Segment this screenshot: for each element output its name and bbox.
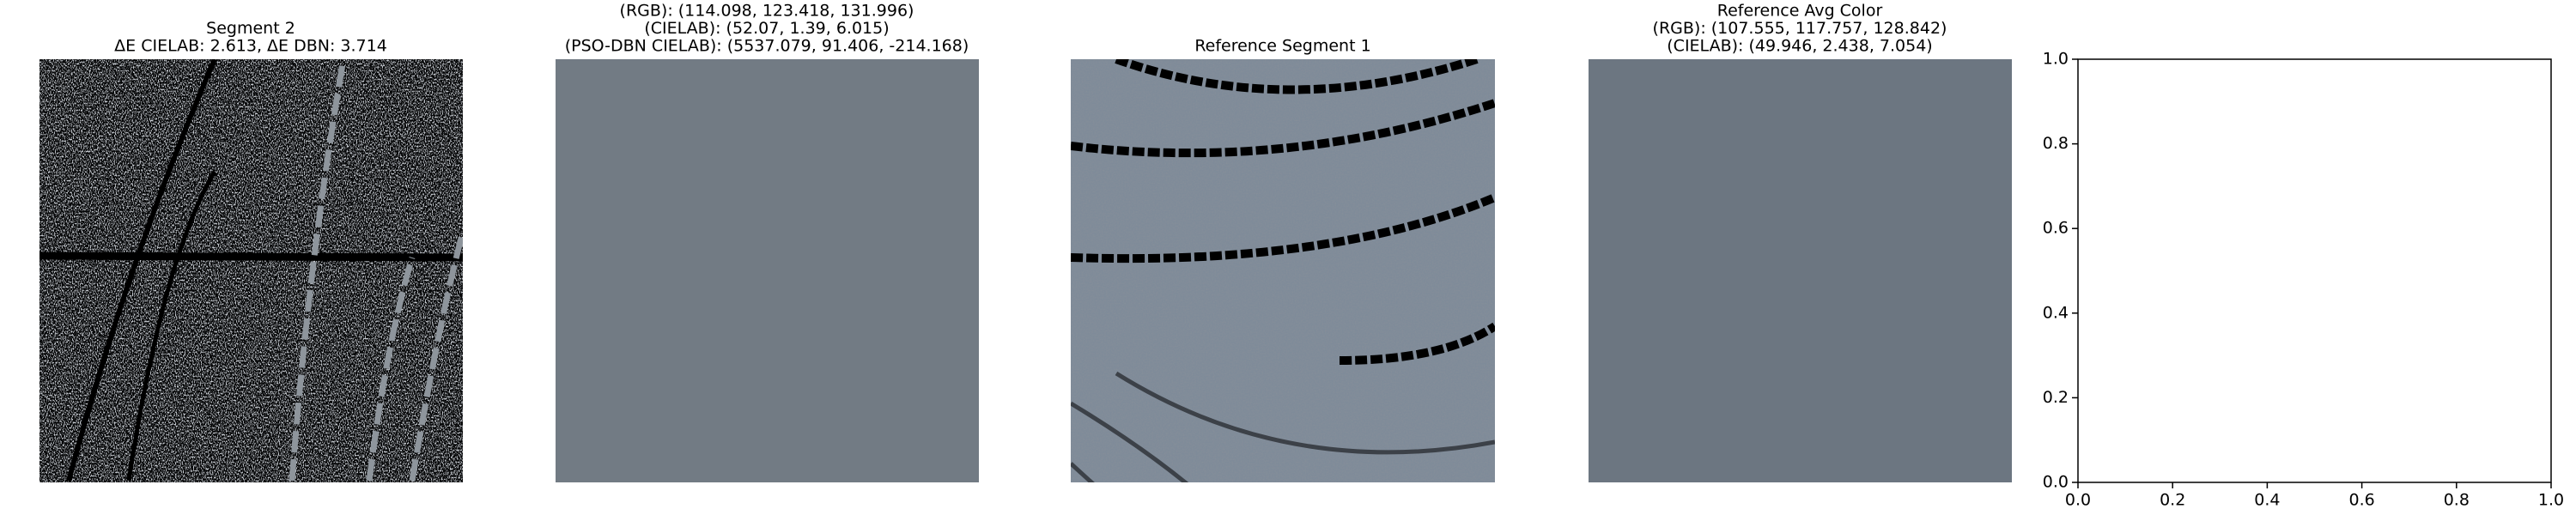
- y-tick-label: 1.0: [2043, 50, 2069, 69]
- y-tick-label: 0.0: [2043, 473, 2069, 492]
- y-tick-label: 0.4: [2043, 303, 2069, 322]
- panel-title: Reference Segment 1: [1194, 37, 1370, 56]
- x-tick-label: 0.4: [2254, 491, 2280, 510]
- panel-title: (CIELAB): (52.07, 1.39, 6.015): [644, 19, 889, 38]
- panel-title: ΔE CIELAB: 2.613, ΔE DBN: 3.714: [114, 37, 387, 56]
- avg-color-swatch: [556, 59, 979, 482]
- panel-title: (RGB): (114.098, 123.418, 131.996): [620, 2, 914, 21]
- x-tick-label: 0.6: [2348, 491, 2374, 510]
- avg-color-swatch: [1589, 59, 2012, 482]
- x-tick-label: 0.0: [2065, 491, 2091, 510]
- x-tick-label: 0.8: [2444, 491, 2470, 510]
- y-tick-label: 0.8: [2043, 134, 2069, 153]
- x-tick-label: 1.0: [2538, 491, 2564, 510]
- x-tick-label: 0.2: [2160, 491, 2185, 510]
- panel-title: (CIELAB): (49.946, 2.438, 7.054): [1667, 37, 1932, 56]
- y-tick-label: 0.6: [2043, 219, 2069, 238]
- panel-title: (RGB): (107.555, 117.757, 128.842): [1653, 19, 1947, 38]
- panel-title: Reference Avg Color: [1717, 2, 1883, 21]
- y-tick-label: 0.2: [2043, 388, 2069, 407]
- empty-axes: [2077, 58, 2552, 483]
- panel-title: Segment 2: [206, 19, 295, 38]
- panel-title: (PSO-DBN CIELAB): (5537.079, 91.406, -21…: [565, 37, 969, 56]
- segment-image: [39, 59, 463, 482]
- reference-image: [1071, 59, 1495, 482]
